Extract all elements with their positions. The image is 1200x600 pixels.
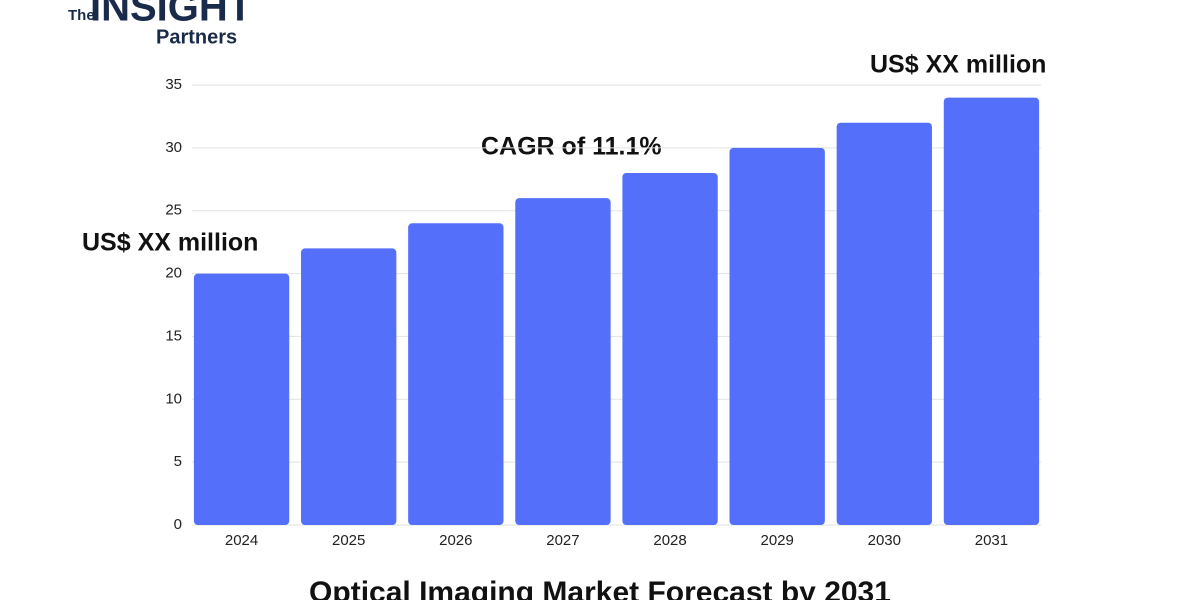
bar — [943, 97, 1040, 526]
y-tick-label: 30 — [165, 139, 182, 156]
x-tick-label: 2025 — [332, 532, 365, 549]
logo: The INSIGHT Partners — [68, 0, 252, 48]
annotation: US$ XX million — [870, 51, 1046, 79]
annotation: CAGR of 11.1% — [481, 133, 662, 161]
annotation: US$ XX million — [82, 229, 258, 257]
logo-main: INSIGHT — [90, 0, 252, 30]
x-tick-label: 2029 — [761, 532, 794, 549]
x-tick-label: 2024 — [225, 532, 258, 549]
logo-top: The — [68, 7, 95, 24]
y-tick-label: 35 — [165, 76, 182, 93]
x-tick-label: 2031 — [975, 532, 1008, 549]
x-tick-label: 2027 — [546, 532, 579, 549]
chart-title: Optical Imaging Market Forecast by 2031 — [309, 576, 891, 600]
x-tick-label: 2028 — [653, 532, 686, 549]
x-tick-label: 2026 — [439, 532, 472, 549]
bar — [622, 173, 718, 525]
y-tick-label: 10 — [165, 390, 182, 407]
y-tick-label: 0 — [174, 516, 182, 533]
logo-bottom: Partners — [156, 26, 237, 48]
bar — [193, 273, 290, 525]
y-tick-label: 20 — [165, 265, 182, 282]
x-tick-label: 2030 — [868, 532, 901, 549]
y-tick-label: 25 — [165, 202, 182, 219]
bar — [515, 198, 611, 525]
y-tick-label: 5 — [174, 453, 182, 470]
y-tick-label: 15 — [165, 327, 182, 344]
bar — [729, 147, 825, 525]
bar — [836, 122, 932, 525]
bar — [408, 223, 504, 526]
bar — [301, 248, 397, 525]
